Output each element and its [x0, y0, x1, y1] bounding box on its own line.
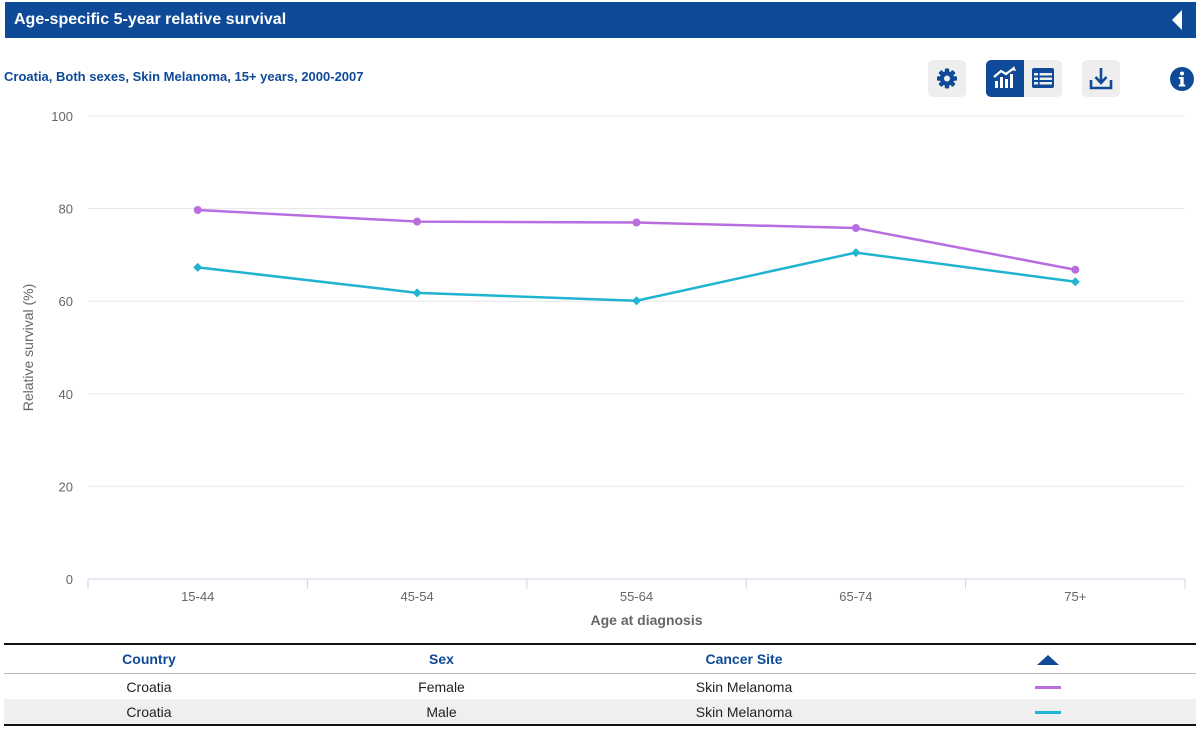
y-tick-label: 100 — [51, 109, 73, 124]
data-point-female[interactable] — [1071, 265, 1080, 274]
line-chart: 0 20 40 60 80 100 15-44 45-54 55-64 65-74 75+ Rel… — [20, 109, 1186, 628]
chart-subtitle: Croatia, Both sexes, Skin Melanoma, 15+ … — [4, 69, 364, 84]
panel-title: Age-specific 5-year relative survival — [14, 11, 287, 28]
legend-table: Country Sex Cancer Site Croatia Female S… — [4, 643, 1196, 726]
row-swatch — [899, 699, 1196, 726]
header-cancer-site[interactable]: Cancer Site — [589, 643, 899, 674]
y-axis-label: Relative survival (%) — [20, 284, 36, 412]
header-country[interactable]: Country — [4, 643, 294, 674]
y-tick-label: 80 — [59, 202, 73, 217]
header-sex[interactable]: Sex — [294, 643, 589, 674]
series-layer — [193, 205, 1080, 306]
table-view-button[interactable] — [1024, 60, 1062, 97]
settings-button[interactable] — [928, 60, 966, 97]
row-sex: Female — [418, 678, 465, 695]
data-point-male[interactable] — [193, 262, 203, 272]
y-tick-label: 60 — [59, 294, 73, 309]
row-sex: Male — [294, 699, 589, 726]
row-country: Croatia — [4, 699, 294, 726]
x-tick-label: 55-64 — [620, 589, 653, 604]
x-tick-label: 75+ — [1064, 589, 1086, 604]
data-point-female[interactable] — [851, 224, 860, 233]
table-row: Croatia Female Skin Melanoma — [4, 674, 1196, 700]
row-site: Skin Melanoma — [589, 699, 899, 726]
y-tick-label: 0 — [66, 572, 73, 587]
data-point-female[interactable] — [193, 205, 202, 214]
y-tick-label: 40 — [59, 387, 73, 402]
chart-view-button[interactable] — [986, 60, 1024, 97]
info-icon — [1170, 67, 1194, 91]
row-site: Skin Melanoma — [695, 678, 793, 695]
collapse-arrow-icon[interactable] — [1172, 10, 1182, 30]
line-chart-icon — [993, 66, 1016, 88]
y-tick-label: 20 — [59, 479, 73, 494]
data-point-male[interactable] — [1070, 277, 1080, 287]
x-tick-label: 15-44 — [181, 589, 214, 604]
series-swatch-female — [1034, 686, 1061, 690]
data-point-male[interactable] — [632, 296, 641, 306]
data-point-female[interactable] — [632, 218, 641, 227]
data-point-female[interactable] — [413, 217, 422, 226]
data-point-male[interactable] — [851, 248, 861, 258]
row-swatch — [899, 674, 1196, 700]
data-point-male[interactable] — [412, 288, 422, 298]
row-country: Croatia — [126, 678, 172, 695]
table-icon — [1032, 68, 1054, 88]
download-icon — [1089, 68, 1113, 90]
x-axis-label: Age at diagnosis — [590, 612, 702, 628]
series-line-male — [197, 251, 1076, 302]
gridlines — [88, 115, 1185, 487]
panel-header: Age-specific 5-year relative survival — [5, 2, 1196, 38]
series-swatch-male — [1034, 711, 1061, 715]
gear-icon — [937, 68, 957, 89]
sort-ascending-icon[interactable] — [1036, 655, 1059, 666]
x-tick-label: 45-54 — [400, 589, 433, 604]
x-tick-label: 65-74 — [839, 589, 872, 604]
x-tick-labels: 15-44 45-54 55-64 65-74 75+ — [87, 579, 1186, 604]
info-button[interactable] — [1170, 67, 1194, 91]
table-row: Croatia Male Skin Melanoma — [4, 699, 1196, 726]
header-sort[interactable] — [899, 643, 1196, 674]
y-tick-labels: 0 20 40 60 80 100 — [51, 109, 73, 587]
download-button[interactable] — [1082, 60, 1120, 97]
